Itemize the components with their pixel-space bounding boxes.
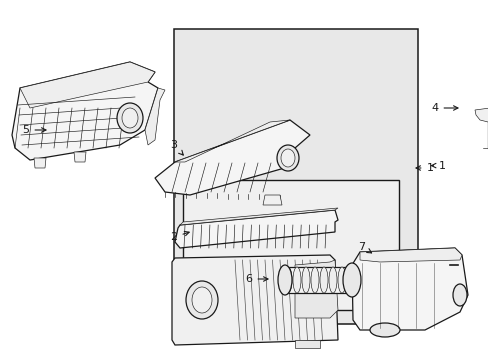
Polygon shape xyxy=(175,210,337,248)
Ellipse shape xyxy=(369,323,399,337)
Polygon shape xyxy=(34,158,46,168)
Ellipse shape xyxy=(284,267,291,293)
Polygon shape xyxy=(180,208,337,225)
Polygon shape xyxy=(20,62,155,108)
Text: 1: 1 xyxy=(430,161,445,171)
Polygon shape xyxy=(12,62,158,160)
Ellipse shape xyxy=(319,267,327,293)
Ellipse shape xyxy=(337,267,346,293)
Polygon shape xyxy=(351,248,467,330)
Text: 3: 3 xyxy=(170,140,183,155)
Ellipse shape xyxy=(328,267,336,293)
Ellipse shape xyxy=(452,284,466,306)
Text: 5: 5 xyxy=(22,125,46,135)
Polygon shape xyxy=(74,152,86,162)
Ellipse shape xyxy=(278,265,291,295)
Ellipse shape xyxy=(281,149,294,167)
Text: 2: 2 xyxy=(170,231,189,242)
Bar xyxy=(183,180,398,310)
Polygon shape xyxy=(359,248,461,262)
Ellipse shape xyxy=(185,281,218,319)
Polygon shape xyxy=(145,88,164,145)
Polygon shape xyxy=(155,120,309,195)
Ellipse shape xyxy=(192,287,212,313)
Ellipse shape xyxy=(117,103,142,133)
Ellipse shape xyxy=(342,263,360,297)
Polygon shape xyxy=(474,108,488,122)
Polygon shape xyxy=(294,340,319,348)
Polygon shape xyxy=(294,260,337,318)
Polygon shape xyxy=(175,120,289,162)
Ellipse shape xyxy=(122,108,138,128)
Bar xyxy=(285,267,349,293)
Ellipse shape xyxy=(276,145,298,171)
Text: 7: 7 xyxy=(358,242,371,253)
Polygon shape xyxy=(263,195,282,205)
Ellipse shape xyxy=(310,267,318,293)
Polygon shape xyxy=(172,255,337,345)
Text: 4: 4 xyxy=(430,103,457,113)
Ellipse shape xyxy=(302,267,309,293)
Text: 6: 6 xyxy=(245,274,267,284)
Bar xyxy=(173,29,417,324)
Ellipse shape xyxy=(292,267,301,293)
Text: 1: 1 xyxy=(415,163,433,173)
